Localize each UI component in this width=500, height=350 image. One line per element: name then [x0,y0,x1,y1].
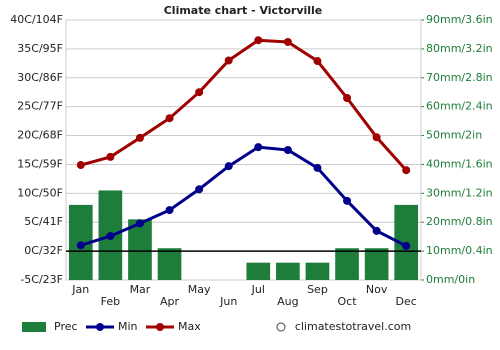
legend-label: Min [118,320,138,333]
precip-bar [364,248,389,280]
x-tick-label: Sep [307,283,328,296]
precip-bar [276,262,300,280]
precip-bar [128,219,152,280]
y2-tick-label: 20mm/0.8in [426,215,493,228]
temp-point [135,219,144,228]
x-tick-label: Mar [130,283,151,296]
precip-bar [305,262,330,280]
temp-point [402,241,411,250]
x-tick-label: Jul [251,283,265,296]
y2-tick-label: 90mm/3.6in [426,13,493,26]
y2-tick-label: 70mm/2.8in [426,71,493,84]
x-tick-label: May [188,283,211,296]
temp-point [402,166,411,175]
legend-swatch [96,323,104,331]
x-tick-label: Dec [396,295,417,308]
legend-label: Prec [54,320,78,333]
precip-bar [157,248,182,280]
y-tick-label: 5C/41F [24,215,63,228]
y-tick-label: 25C/77F [17,100,63,113]
temp-point [372,226,381,235]
y2-tick-label: 0mm/0in [426,273,475,286]
plot-border [65,19,422,281]
temp-line [80,38,408,172]
legend-swatch [156,323,164,331]
y2-tick-label: 30mm/1.2in [426,186,493,199]
y2-tick-label: 50mm/2in [426,129,482,142]
source-icon [276,322,286,332]
x-tick-label: Jun [219,295,237,308]
y-tick-label: 20C/68F [17,129,63,142]
temp-point [76,161,85,170]
y-tick-label: 0C/32F [24,244,63,257]
y-tick-label: 15C/59F [17,157,63,170]
temp-point [283,37,292,46]
temp-point [76,241,85,250]
source: climatestotravel.com [295,320,411,333]
temp-point [254,36,263,45]
y2-tick-label: 10mm/0.4in [426,244,493,257]
temp-point [195,185,204,194]
precip-bar [246,262,271,280]
x-tick-label: Apr [160,295,180,308]
legend-swatch [22,322,46,332]
x-tick-label: Jan [71,283,89,296]
chart-title: Climate chart - Victorville [164,4,323,17]
temp-point [313,57,322,66]
temp-point [224,56,233,65]
x-tick-label: Nov [366,283,388,296]
temp-point [165,206,174,215]
temp-point [254,143,263,152]
x-tick-label: Aug [277,295,298,308]
temp-point [195,88,204,97]
temp-point [372,133,381,142]
temp-point [343,196,352,205]
y2-tick-label: 60mm/2.4in [426,100,493,113]
y-tick-label: 35C/95F [17,42,63,55]
legend-label: Max [178,320,201,333]
temp-point [224,162,233,171]
temp-point [135,133,144,142]
x-tick-label: Oct [338,295,358,308]
temp-point [313,163,322,172]
y-tick-label: 30C/86F [17,71,63,84]
y2-tick-label: 80mm/3.2in [426,42,493,55]
temp-point [343,94,352,102]
precip-bar [335,248,359,280]
y-tick-label: 10C/50F [17,186,63,199]
y-tick-label: 40C/104F [10,13,63,26]
temp-line [80,145,407,248]
temp-point [106,152,115,161]
temp-point [106,232,115,241]
x-tick-label: Feb [101,295,120,308]
y-tick-label: -5C/23F [20,273,63,286]
temp-point [283,146,292,154]
y2-tick-label: 40mm/1.6in [426,157,493,170]
temp-point [165,114,174,123]
